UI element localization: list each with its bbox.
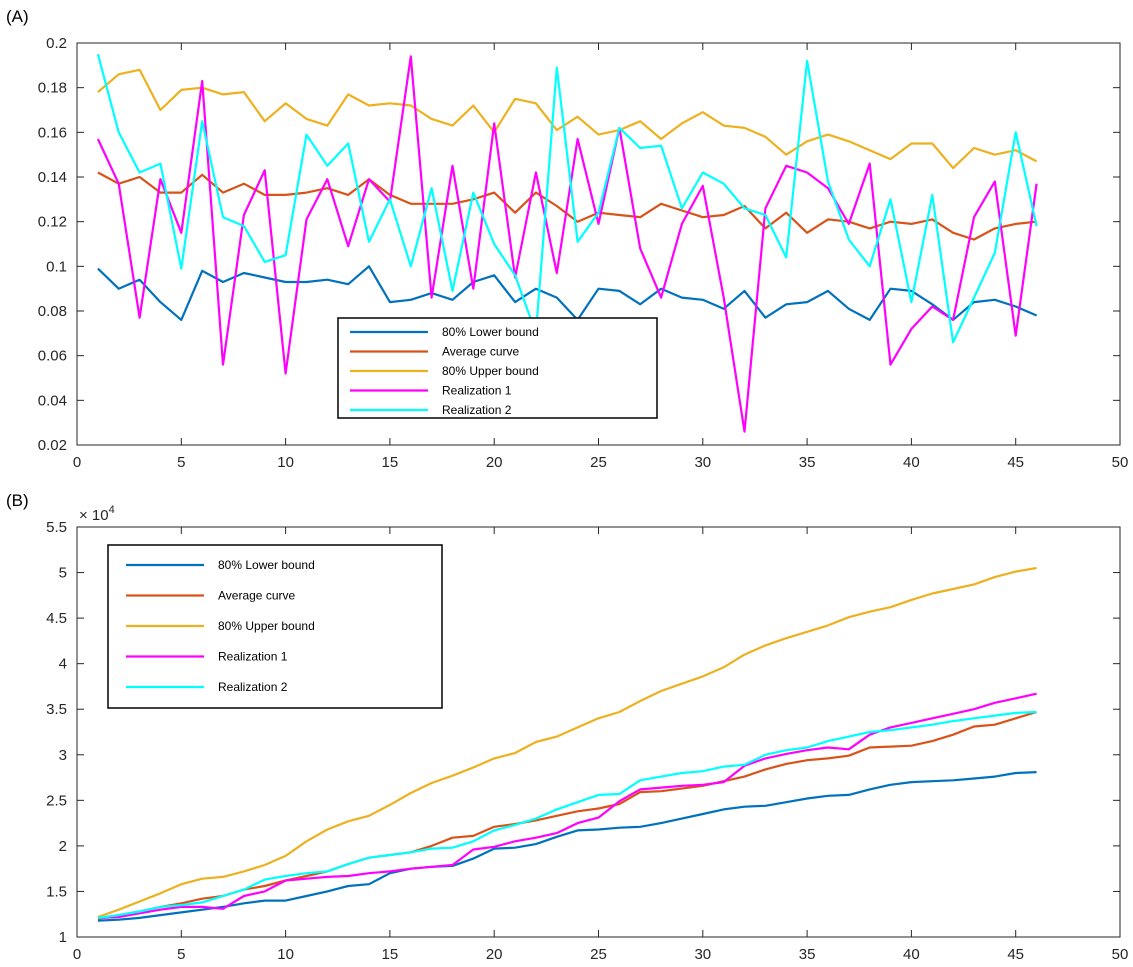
series-line-1 [97,771,1037,922]
y-tick-label: 0.16 [38,124,67,141]
legend: 80% Lower bound Average curve 80% Upper bo… [107,544,443,709]
legend-entry: Realization 2 [218,680,288,694]
legend-entry: 80% Upper bound [442,364,539,378]
panel-label: (B) [6,491,29,510]
series-line-2 [97,171,1037,241]
x-tick-label: 15 [382,946,399,963]
x-tick-label: 10 [277,946,294,963]
y-tick-label: 0.18 [38,80,67,97]
series-line-5 [96,53,1038,344]
y-tick-label: 2.5 [46,792,67,809]
chart-panel-a: (A) 0 5 10 15 20 25 30 35 40 45 50 0.02 0.04 0.06 0.08 0… [6,7,1128,471]
series-line-1 [97,265,1038,321]
legend-entry: 80% Lower bound [442,325,539,339]
x-tick-label: 20 [486,454,503,471]
legend-entry: Average curve [442,345,519,359]
x-tick-label: 0 [73,946,81,963]
panel-label: (A) [6,7,29,26]
y-exponent-label: × 104 [79,504,115,524]
y-tick-label: 5.5 [46,519,67,536]
x-tick-label: 25 [590,946,607,963]
x-tick-label: 30 [694,454,711,471]
y-tick-label: 5 [59,565,67,582]
y-tick-label: 3.5 [46,701,67,718]
x-tick-label: 40 [903,454,920,471]
y-tick-label: 0.08 [38,303,67,320]
legend: 80% Lower bound Average curve 80% Upper bo… [337,317,658,419]
legend-entry: 80% Lower bound [218,558,315,572]
x-tick-label: 45 [1007,946,1024,963]
legend-entry: Realization 2 [442,403,512,417]
series-line-2 [97,710,1037,920]
chart-panel-b: (B) 0 5 10 15 20 25 30 35 40 45 50 1 1.5 2 2.5 3 3.5 4 4.5 5… [6,491,1128,963]
y-tick-label: 4 [59,656,67,673]
y-tick-label: 0.02 [38,437,67,454]
y-tick-label: 0.04 [38,392,67,409]
y-tick-label: 4.5 [46,610,67,627]
x-tick-label: 0 [73,454,81,471]
series-line-5 [97,710,1037,919]
y-tick-label: 2 [59,838,67,855]
legend-entry: Realization 1 [218,650,288,664]
x-tick-label: 20 [486,946,503,963]
x-tick-label: 50 [1112,946,1129,963]
legend-entry: Realization 1 [442,384,512,398]
y-tick-label: 1.5 [46,883,67,900]
x-tick-label: 10 [277,454,294,471]
y-tick-label: 0.2 [46,35,67,52]
y-tick-label: 1 [59,929,67,946]
x-tick-label: 30 [694,946,711,963]
y-tick-label: 0.1 [46,258,67,275]
x-tick-label: 35 [799,946,816,963]
legend-box [337,317,658,419]
x-tick-label: 35 [799,454,816,471]
series-line-4 [96,55,1038,433]
legend-entry: Average curve [218,589,295,603]
x-tick-label: 5 [177,454,185,471]
x-tick-label: 40 [903,946,920,963]
x-tick-label: 50 [1112,454,1129,471]
legend-entry: 80% Upper bound [218,619,315,633]
y-tick-label: 0.14 [38,169,67,186]
y-tick-label: 0.06 [38,348,67,365]
x-tick-label: 25 [590,454,607,471]
x-tick-label: 45 [1007,454,1024,471]
y-tick-label: 0.12 [38,214,67,231]
series-line-3 [97,68,1038,170]
series-line-3 [97,566,1037,919]
x-tick-label: 15 [382,454,399,471]
y-tick-label: 3 [59,747,67,764]
x-tick-label: 5 [177,946,185,963]
